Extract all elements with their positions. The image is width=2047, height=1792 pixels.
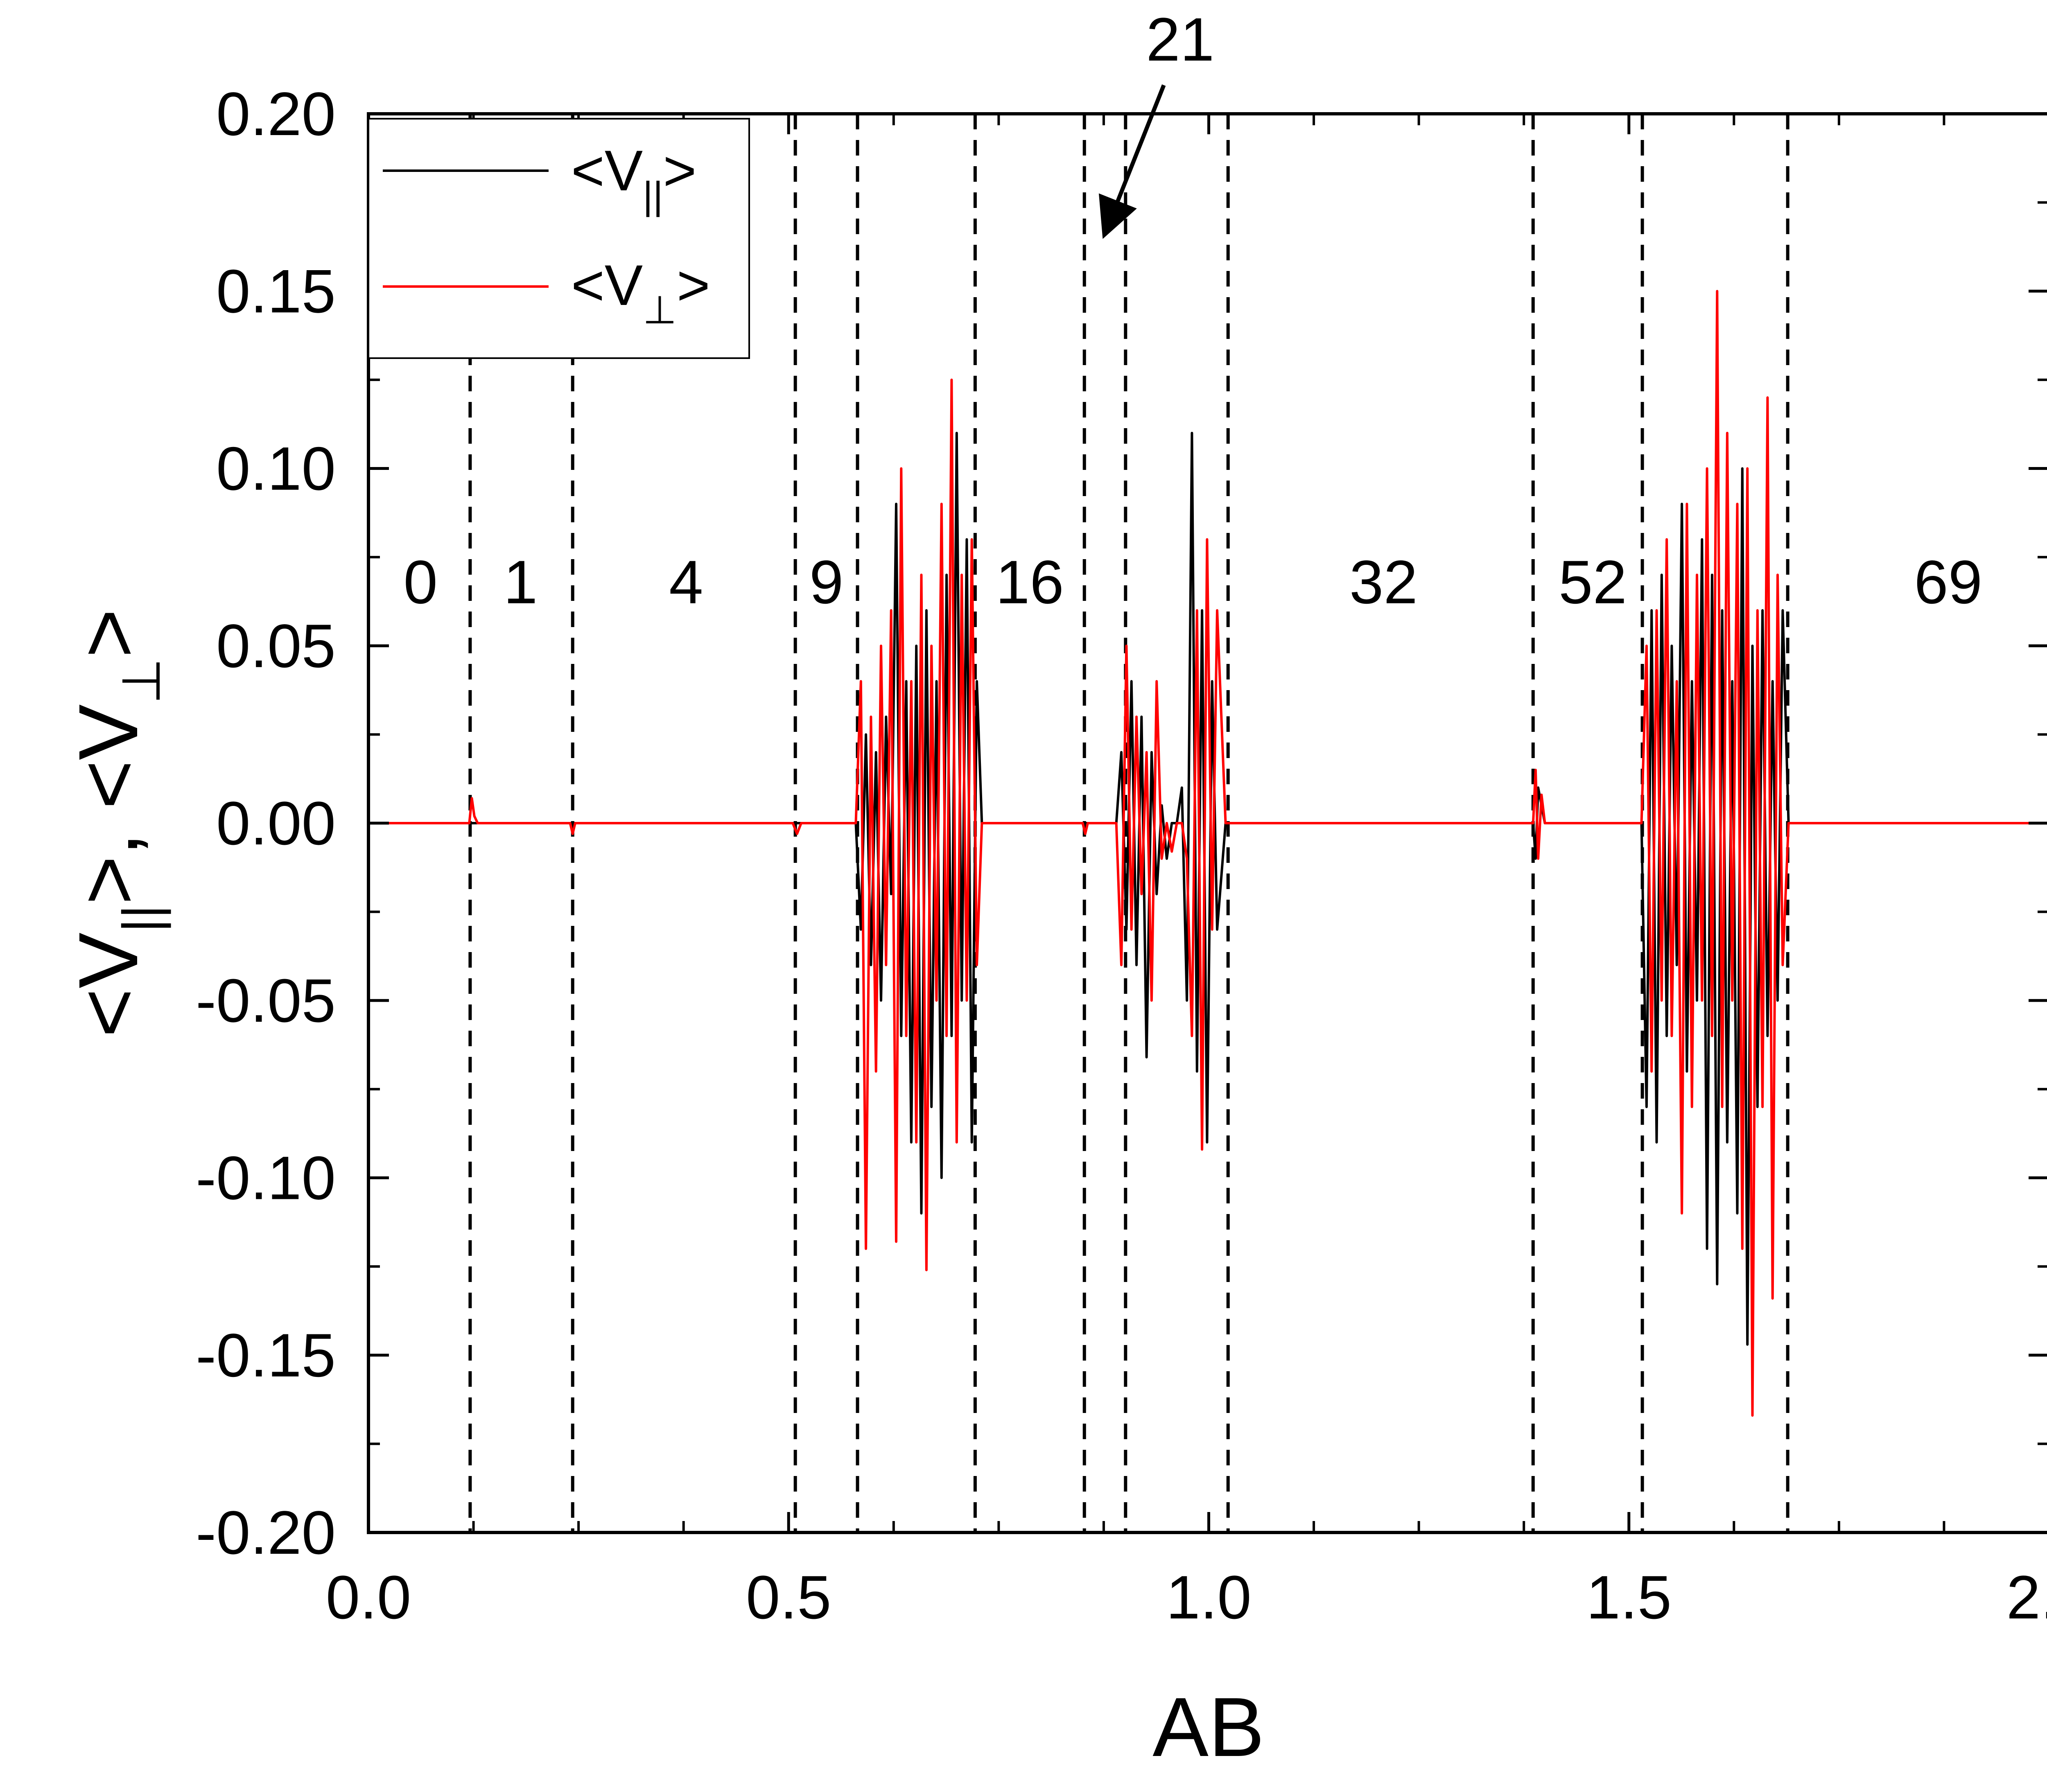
annotation-arrow (1098, 84, 1166, 239)
region-label-0: 0 (404, 548, 438, 616)
y-tick-label-0: -0.20 (196, 1498, 336, 1567)
region-label-1: 1 (504, 548, 538, 616)
legend-entry-perp: <V⊥> (571, 253, 710, 332)
y-title-part-1: || (111, 905, 171, 933)
x-tick-label-3: 1.5 (1586, 1563, 1672, 1632)
x-tick-label-2: 1.0 (1166, 1563, 1252, 1632)
region-label-4: 16 (996, 548, 1064, 616)
x-tick-label-4: 2.0 (2006, 1563, 2047, 1632)
y-tick-label-2: -0.10 (196, 1144, 336, 1212)
region-labels: 0 1 4 9 16 32 52 69 (404, 548, 1983, 616)
legend-sub-0: || (643, 174, 663, 217)
x-tick-label-1: 0.5 (746, 1563, 831, 1632)
legend-main-1: <V (571, 253, 643, 317)
series-line-0 (368, 431, 2047, 1346)
series-layer (368, 290, 2047, 1417)
x-tick-label-0: 0.0 (326, 1563, 411, 1632)
legend-sub-1: ⊥ (643, 289, 677, 332)
y-tick-label-6: 0.10 (216, 434, 336, 503)
y-tick-label-1: -0.15 (196, 1321, 336, 1390)
legend: <V||> <V⊥> (368, 118, 750, 359)
region-label-2: 4 (669, 548, 703, 616)
y-title-part-2: >, <V (61, 704, 155, 905)
x-axis-title: AB (1152, 1680, 1264, 1774)
region-label-6: 52 (1559, 548, 1627, 616)
y-tick-label-7: 0.15 (216, 257, 336, 325)
y-title-part-4: > (61, 609, 155, 658)
legend-entry-parallel: <V||> (571, 138, 696, 217)
y-title-part-3: ⊥ (111, 658, 171, 704)
y-tick-label-8: 0.20 (216, 79, 336, 148)
y-tick-label-3: -0.05 (196, 966, 336, 1035)
region-label-5: 32 (1349, 548, 1418, 616)
y-tick-label-5: 0.05 (216, 612, 336, 680)
region-label-3: 9 (809, 548, 843, 616)
axis-ticks: 0.0 0.5 1.0 1.5 2.0 -0.20 -0.15 -0.10 -0.05 0.00 0… (196, 79, 2047, 1632)
region-label-7: 69 (1914, 548, 1982, 616)
annotation-label: 21 (1146, 5, 1214, 74)
legend-close-1: > (677, 253, 710, 317)
legend-box (368, 118, 750, 359)
y-title-part-0: <V (61, 932, 155, 1037)
legend-close-0: > (663, 138, 697, 203)
legend-main-0: <V (571, 138, 643, 203)
y-tick-label-4: 0.00 (216, 789, 336, 858)
y-axis-title: <V||>, <V⊥> (61, 609, 171, 1037)
series-line-1 (368, 290, 2047, 1417)
